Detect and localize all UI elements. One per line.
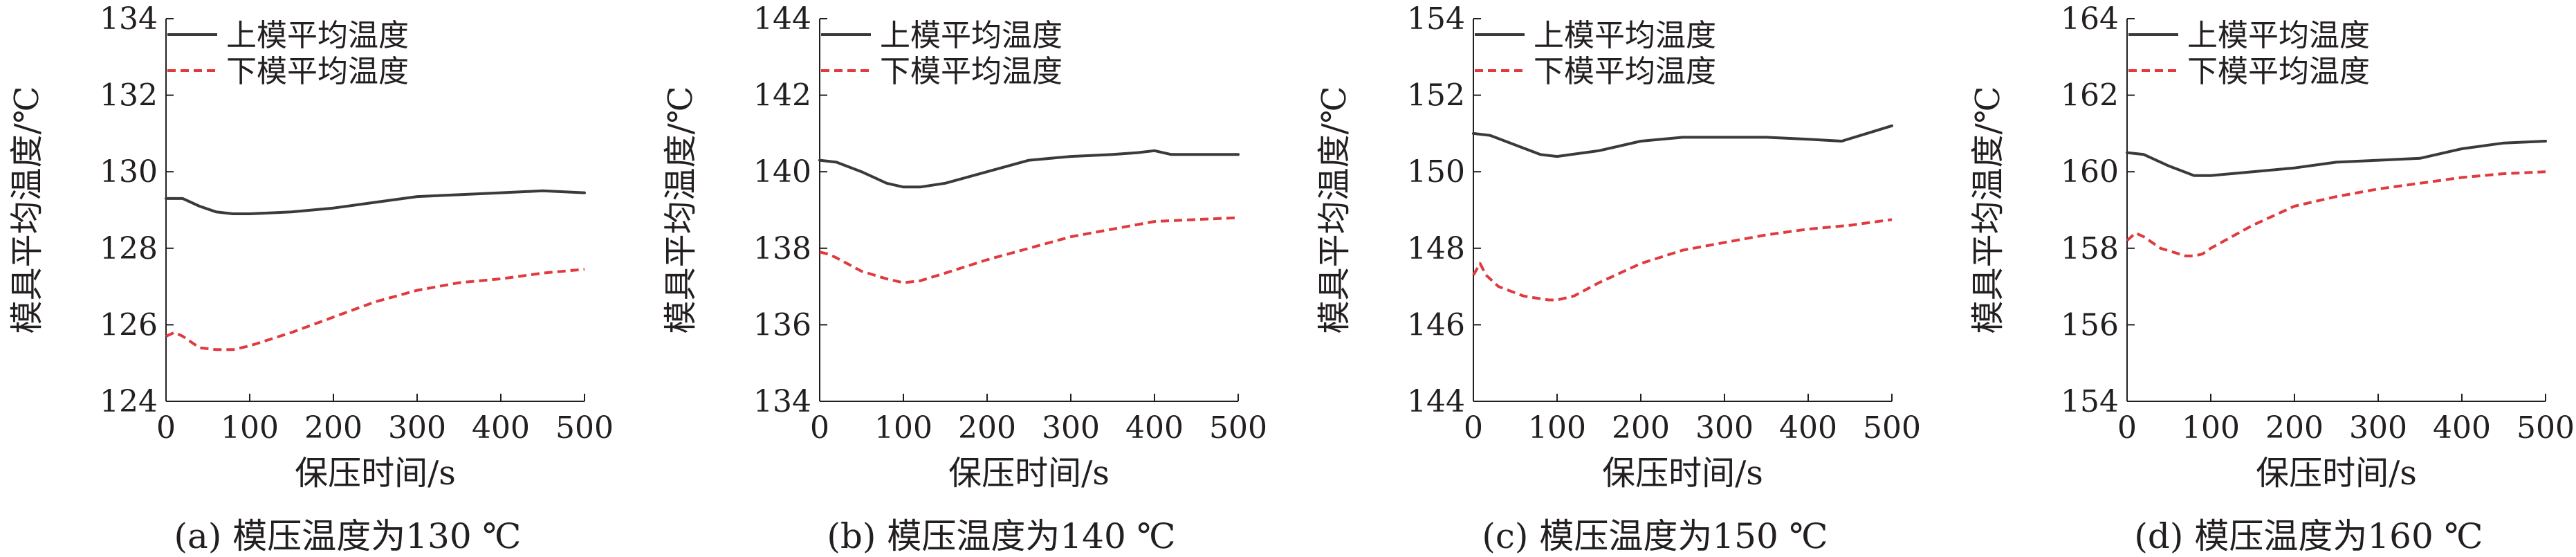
chart-panel-1: 124 126 128 130 132 134 0 100 200 300 400 500 保压时间/s… xyxy=(8,1,614,556)
y-tick-label: 148 xyxy=(1407,231,1465,266)
x-axis-label: 保压时间/s xyxy=(295,454,456,493)
y-tick-label: 136 xyxy=(753,307,811,343)
x-tick-label: 0 xyxy=(156,410,176,446)
y-tick-label: 144 xyxy=(753,1,811,37)
x-tick-label: 0 xyxy=(810,410,829,446)
y-tick-label: 144 xyxy=(1407,384,1465,419)
legend-label: 上模平均温度 xyxy=(2187,18,2370,53)
legend-label: 下模平均温度 xyxy=(2187,54,2370,89)
x-tick-label: 500 xyxy=(1863,410,1921,446)
panel-caption: (b) 模压温度为140 ℃ xyxy=(827,516,1175,556)
chart-panel-3: 144 146 148 150 152 154 0 100 200 300 400 500 保压时间/s… xyxy=(1315,1,1921,556)
y-tick-label: 158 xyxy=(2061,231,2119,266)
y-tick-label: 128 xyxy=(100,231,158,266)
x-tick-label: 0 xyxy=(2117,410,2137,446)
panel-caption: (d) 模压温度为160 ℃ xyxy=(2134,516,2483,556)
x-tick-label: 100 xyxy=(221,410,279,446)
x-tick-label: 500 xyxy=(2517,410,2575,446)
x-tick-label: 400 xyxy=(472,410,530,446)
series-line-upper-mold xyxy=(2126,140,2547,177)
y-axis-label: 模具平均温度/℃ xyxy=(1969,86,2007,334)
x-tick-label: 200 xyxy=(958,410,1016,446)
legend-label: 下模平均温度 xyxy=(880,54,1062,89)
y-tick-label: 132 xyxy=(100,78,158,113)
y-tick-label: 162 xyxy=(2061,78,2119,113)
x-tick-label: 400 xyxy=(1125,410,1184,446)
y-tick-label: 160 xyxy=(2061,154,2119,190)
series-line-lower-mold xyxy=(819,216,1239,284)
legend-label: 上模平均温度 xyxy=(226,18,409,53)
series-line-upper-mold xyxy=(818,149,1240,189)
x-tick-label: 300 xyxy=(1042,410,1100,446)
series-line-lower-mold xyxy=(2126,170,2546,257)
x-tick-label: 200 xyxy=(2265,410,2324,446)
series-line-lower-mold xyxy=(165,268,585,351)
x-tick-label: 500 xyxy=(1209,410,1267,446)
x-tick-label: 100 xyxy=(2182,410,2240,446)
x-tick-label: 100 xyxy=(874,410,932,446)
panel-caption: (a) 模压温度为130 ℃ xyxy=(174,516,522,556)
series-line-upper-mold xyxy=(1472,124,1893,158)
x-axis-label: 保压时间/s xyxy=(2256,454,2417,493)
y-tick-label: 142 xyxy=(753,78,811,113)
x-axis-label: 保压时间/s xyxy=(948,454,1110,493)
chart-panel-4: 154 156 158 160 162 164 0 100 200 300 400 500 保压时间/s… xyxy=(1969,1,2575,556)
x-tick-label: 200 xyxy=(304,410,362,446)
y-tick-label: 150 xyxy=(1407,154,1465,190)
y-tick-label: 134 xyxy=(753,384,811,419)
legend-label: 下模平均温度 xyxy=(226,54,409,89)
x-tick-label: 400 xyxy=(1779,410,1837,446)
y-tick-label: 130 xyxy=(100,154,158,190)
x-tick-label: 300 xyxy=(2349,410,2407,446)
y-tick-label: 154 xyxy=(1407,1,1465,37)
y-tick-label: 146 xyxy=(1407,307,1465,343)
y-tick-label: 138 xyxy=(753,231,811,266)
y-tick-label: 134 xyxy=(100,1,158,37)
x-tick-label: 500 xyxy=(555,410,614,446)
legend-label: 下模平均温度 xyxy=(1534,54,1716,89)
chart-panel-2: 134 136 138 140 142 144 0 100 200 300 400 500 保压时间/s… xyxy=(661,1,1267,556)
series-line-upper-mold xyxy=(165,189,586,215)
legend-label: 上模平均温度 xyxy=(1534,18,1716,53)
y-tick-label: 156 xyxy=(2061,307,2119,343)
y-axis-label: 模具平均温度/℃ xyxy=(1315,86,1354,334)
x-tick-label: 400 xyxy=(2433,410,2491,446)
x-tick-label: 200 xyxy=(1612,410,1670,446)
legend-label: 上模平均温度 xyxy=(880,18,1062,53)
series-line-lower-mold xyxy=(1472,218,1893,302)
y-tick-label: 152 xyxy=(1407,78,1465,113)
x-tick-label: 300 xyxy=(388,410,446,446)
x-tick-label: 100 xyxy=(1528,410,1586,446)
y-tick-label: 124 xyxy=(100,384,158,419)
x-tick-label: 0 xyxy=(1464,410,1483,446)
y-axis-label: 模具平均温度/℃ xyxy=(661,86,700,334)
y-tick-label: 164 xyxy=(2061,1,2119,37)
x-tick-label: 300 xyxy=(1695,410,1754,446)
y-axis-label: 模具平均温度/℃ xyxy=(8,86,46,334)
y-tick-label: 140 xyxy=(753,154,811,190)
y-tick-label: 154 xyxy=(2061,384,2119,419)
panel-caption: (c) 模压温度为150 ℃ xyxy=(1482,516,1828,556)
y-tick-label: 126 xyxy=(100,307,158,343)
x-axis-label: 保压时间/s xyxy=(1602,454,1763,493)
